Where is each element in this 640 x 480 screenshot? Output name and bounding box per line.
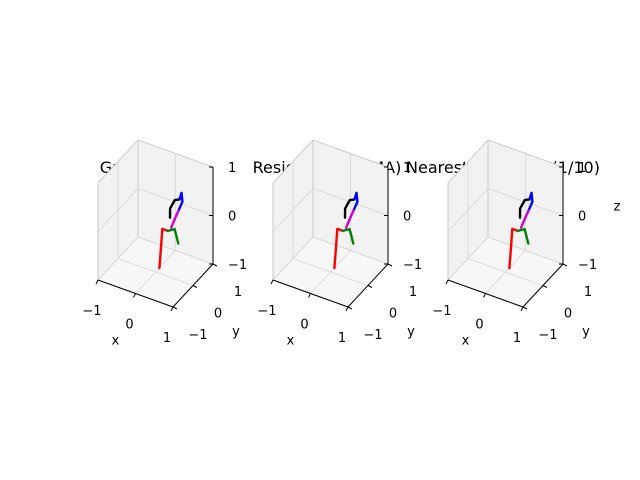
z-tick-label: −1 xyxy=(403,258,422,273)
x-tick-label: 0 xyxy=(300,318,308,333)
pane-edge xyxy=(487,139,564,168)
pane-edge xyxy=(447,139,489,184)
x-tick xyxy=(483,293,486,298)
grid-line xyxy=(487,188,564,216)
x-tick xyxy=(520,306,524,312)
grid-line xyxy=(97,188,139,232)
y-tick xyxy=(387,263,393,267)
x-tick-label: 1 xyxy=(513,331,521,346)
pane-edge xyxy=(97,139,139,184)
z-tick-label: 1 xyxy=(403,161,411,176)
skeleton-line xyxy=(527,191,534,212)
skeleton-line xyxy=(516,227,530,245)
grid-line xyxy=(467,258,544,286)
x-tick-label: −1 xyxy=(432,304,451,319)
z-axis-label: z xyxy=(614,200,621,215)
y-tick-label: 0 xyxy=(564,307,572,322)
skeleton-line xyxy=(166,227,180,245)
grid-line xyxy=(137,188,214,216)
skeleton-line xyxy=(518,198,531,219)
pane-edge xyxy=(272,139,314,184)
grid-line xyxy=(447,188,489,232)
y-tick-label: −1 xyxy=(188,328,207,343)
y-tick xyxy=(522,306,528,310)
skeleton-line xyxy=(352,191,359,212)
y-axis-label: y xyxy=(582,325,590,340)
z-tick-label: 0 xyxy=(578,210,586,225)
grid-line xyxy=(312,188,389,216)
skeleton-line xyxy=(158,227,170,270)
z-tick-label: −1 xyxy=(578,258,597,273)
z-tick-label: 0 xyxy=(228,210,236,225)
skeleton-line xyxy=(177,191,184,212)
y-tick xyxy=(562,263,568,267)
x-tick xyxy=(270,279,274,285)
x-tick xyxy=(345,306,349,312)
skeleton-line xyxy=(343,198,356,219)
grid-line xyxy=(137,236,214,265)
x-tick-label: 0 xyxy=(125,318,133,333)
skeleton-line xyxy=(169,209,180,229)
x-tick-label: 0 xyxy=(475,318,483,333)
z-tick-label: 1 xyxy=(578,161,586,176)
y-tick xyxy=(347,306,353,310)
y-axis-label: y xyxy=(232,325,240,340)
skeleton-line xyxy=(519,209,530,229)
y-tick xyxy=(212,263,218,267)
x-tick-label: 1 xyxy=(163,331,171,346)
skeleton-line xyxy=(333,227,345,270)
z-tick-label: −1 xyxy=(228,258,247,273)
data-series xyxy=(333,191,359,270)
grid-line xyxy=(487,236,564,265)
skeleton-line xyxy=(344,209,355,229)
pane-edge xyxy=(137,139,214,168)
y-tick xyxy=(542,285,548,288)
x-tick xyxy=(170,306,174,312)
y-tick xyxy=(367,285,373,288)
skeleton-line xyxy=(341,227,355,245)
skeleton-line xyxy=(508,227,520,270)
pane-edge xyxy=(312,139,389,168)
y-tick xyxy=(192,285,198,288)
x-axis-label: x xyxy=(462,334,470,349)
x-tick xyxy=(445,279,449,285)
y-tick-label: −1 xyxy=(363,328,382,343)
x-tick-label: −1 xyxy=(257,304,276,319)
z-tick-label: 0 xyxy=(403,210,411,225)
grid-line xyxy=(292,258,369,286)
y-tick-label: −1 xyxy=(538,328,557,343)
x-tick xyxy=(133,293,136,298)
x-axis-label: x xyxy=(287,334,295,349)
y-tick-label: 0 xyxy=(214,307,222,322)
y-tick-label: 0 xyxy=(389,307,397,322)
grid-line xyxy=(117,258,194,286)
y-tick xyxy=(172,306,178,310)
y-tick-label: 1 xyxy=(409,285,417,300)
skeleton-line xyxy=(168,198,181,219)
grid-line xyxy=(272,188,314,232)
x-tick-label: 1 xyxy=(338,331,346,346)
y-tick-label: 1 xyxy=(234,285,242,300)
x-tick xyxy=(95,279,99,285)
data-series xyxy=(508,191,534,270)
grid-line xyxy=(312,236,389,265)
data-series xyxy=(158,191,184,270)
y-tick-label: 1 xyxy=(584,285,592,300)
x-axis-label: x xyxy=(112,334,120,349)
z-tick-label: 1 xyxy=(228,161,236,176)
x-tick-label: −1 xyxy=(82,304,101,319)
x-tick xyxy=(308,293,311,298)
y-axis-label: y xyxy=(407,325,415,340)
